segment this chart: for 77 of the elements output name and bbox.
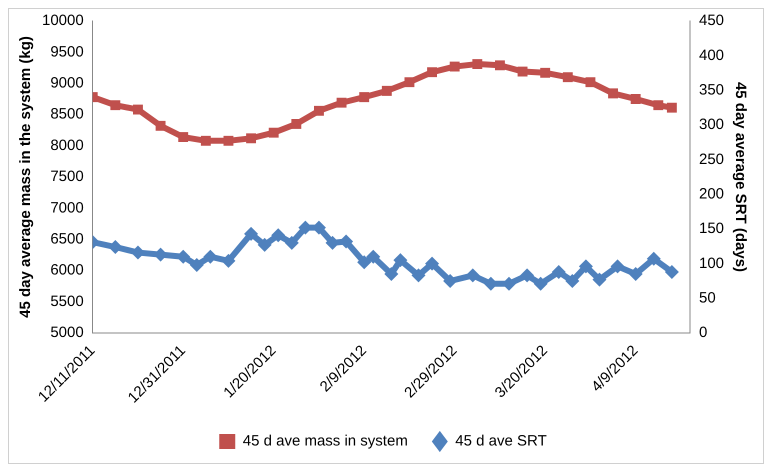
point [359,92,370,102]
y2-tick-label: 450 [698,12,724,30]
point [425,256,440,271]
point [450,62,460,72]
point [520,268,534,282]
point [156,120,166,131]
y-tick-label: 8000 [50,136,84,154]
point [382,86,392,96]
point [393,253,408,268]
point [178,132,188,142]
y2-tick-label: 400 [698,46,724,64]
point [466,268,480,282]
legend-label: 45 d ave SRT [455,432,547,450]
y-tick-label: 8500 [50,106,84,123]
point [565,274,580,288]
point [271,228,286,242]
y2-tick-label: 350 [698,81,724,98]
point [244,226,258,241]
point [578,259,593,274]
point [610,259,625,274]
point [221,254,236,268]
point [608,88,618,98]
point [366,250,380,264]
y2-tick-label: 200 [698,185,724,202]
point [664,264,679,279]
point [291,119,302,129]
point [190,258,204,272]
point [357,255,372,270]
y-tick-label: 10000 [42,12,84,30]
point [133,104,143,115]
y-tick-label: 5500 [50,292,84,310]
point [666,102,677,113]
point [404,77,414,88]
point [653,100,664,110]
point [562,72,573,82]
point [384,267,398,282]
y2-tick-label: 100 [698,254,724,272]
point [518,66,528,76]
point [427,67,438,78]
y2-tick-label: 0 [698,324,708,342]
y-tick-label: 6000 [50,262,84,279]
point [646,252,661,266]
point [411,268,426,282]
point [552,264,566,279]
point [336,98,347,108]
y2-tick-label: 250 [698,150,724,168]
y-tick-label: 9500 [50,43,84,60]
point [200,136,211,146]
point [630,94,641,104]
point [258,238,272,252]
point [246,133,256,144]
point [472,59,482,69]
y-tick-label: 9000 [50,74,84,92]
legend-label: 45 d ave mass in system [242,432,408,450]
point [268,128,279,138]
point [314,106,324,116]
y2-tick-label: 150 [698,220,724,238]
point [443,274,458,288]
point [224,136,234,146]
y-tick-label: 7500 [50,168,84,186]
point [203,250,218,264]
y2-tick-label: 50 [698,289,716,306]
y-tick-label: 7000 [50,199,84,216]
point [585,77,596,88]
y-tick-label: 5000 [50,324,84,342]
point [110,100,120,110]
point [628,267,643,282]
point [108,240,122,254]
point [284,236,299,250]
point [540,68,550,78]
y-tick-label: 6500 [50,230,84,248]
y2-tick-label: 300 [698,116,724,134]
y2-axis-title: 45 day average SRT (days) [732,82,749,272]
point [592,272,606,287]
point [494,60,505,70]
y-axis-title: 45 day average mass in the system (kg) [17,36,34,318]
point [534,276,548,291]
